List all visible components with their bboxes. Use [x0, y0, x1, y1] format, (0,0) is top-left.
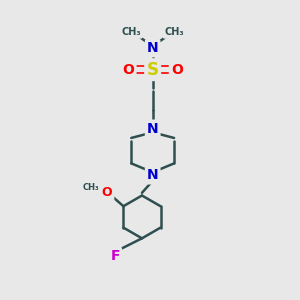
Text: S: S	[147, 61, 159, 79]
Text: CH₃: CH₃	[164, 27, 184, 37]
Text: O: O	[123, 63, 134, 77]
Text: N: N	[147, 168, 158, 182]
Text: N: N	[147, 41, 158, 55]
Text: CH₃: CH₃	[122, 27, 141, 37]
Text: N: N	[147, 122, 158, 136]
Text: O: O	[102, 186, 112, 199]
Text: CH₃: CH₃	[83, 183, 99, 192]
Text: O: O	[171, 63, 183, 77]
Text: F: F	[110, 249, 120, 263]
